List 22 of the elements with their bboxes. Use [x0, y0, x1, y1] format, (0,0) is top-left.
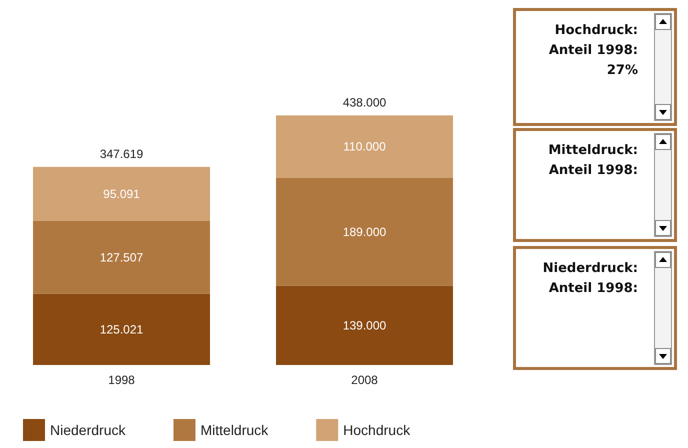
data-label: 95.091: [103, 186, 140, 201]
total-label: 438.000: [342, 95, 387, 110]
x-tick-label: 1998: [108, 373, 136, 387]
bar: [276, 178, 453, 286]
data-label: 127.507: [100, 250, 144, 264]
bar: [33, 294, 210, 365]
data-label: 189.000: [342, 224, 387, 239]
legend-label: Niederdruck: [50, 422, 126, 438]
total-label: 347.619: [100, 146, 144, 161]
text: Mitteldruck: Anteil 1998:: [547, 142, 638, 180]
data-label: 110.000: [343, 140, 386, 154]
text: Hochdruck: Anteil 1998: 27%: [548, 22, 638, 80]
text: Niederdruck: Anteil 1998:: [542, 260, 638, 298]
bar: [276, 286, 453, 365]
legend-label: Hochdruck: [343, 422, 412, 438]
bar: [33, 166, 210, 222]
x-tick-label: 2008: [351, 373, 378, 387]
bar: [33, 221, 210, 294]
data-label: 125.021: [100, 322, 144, 336]
data-label: 139.000: [342, 318, 387, 332]
legend-label: Mitteldruck: [200, 422, 270, 438]
bar: [276, 115, 453, 178]
